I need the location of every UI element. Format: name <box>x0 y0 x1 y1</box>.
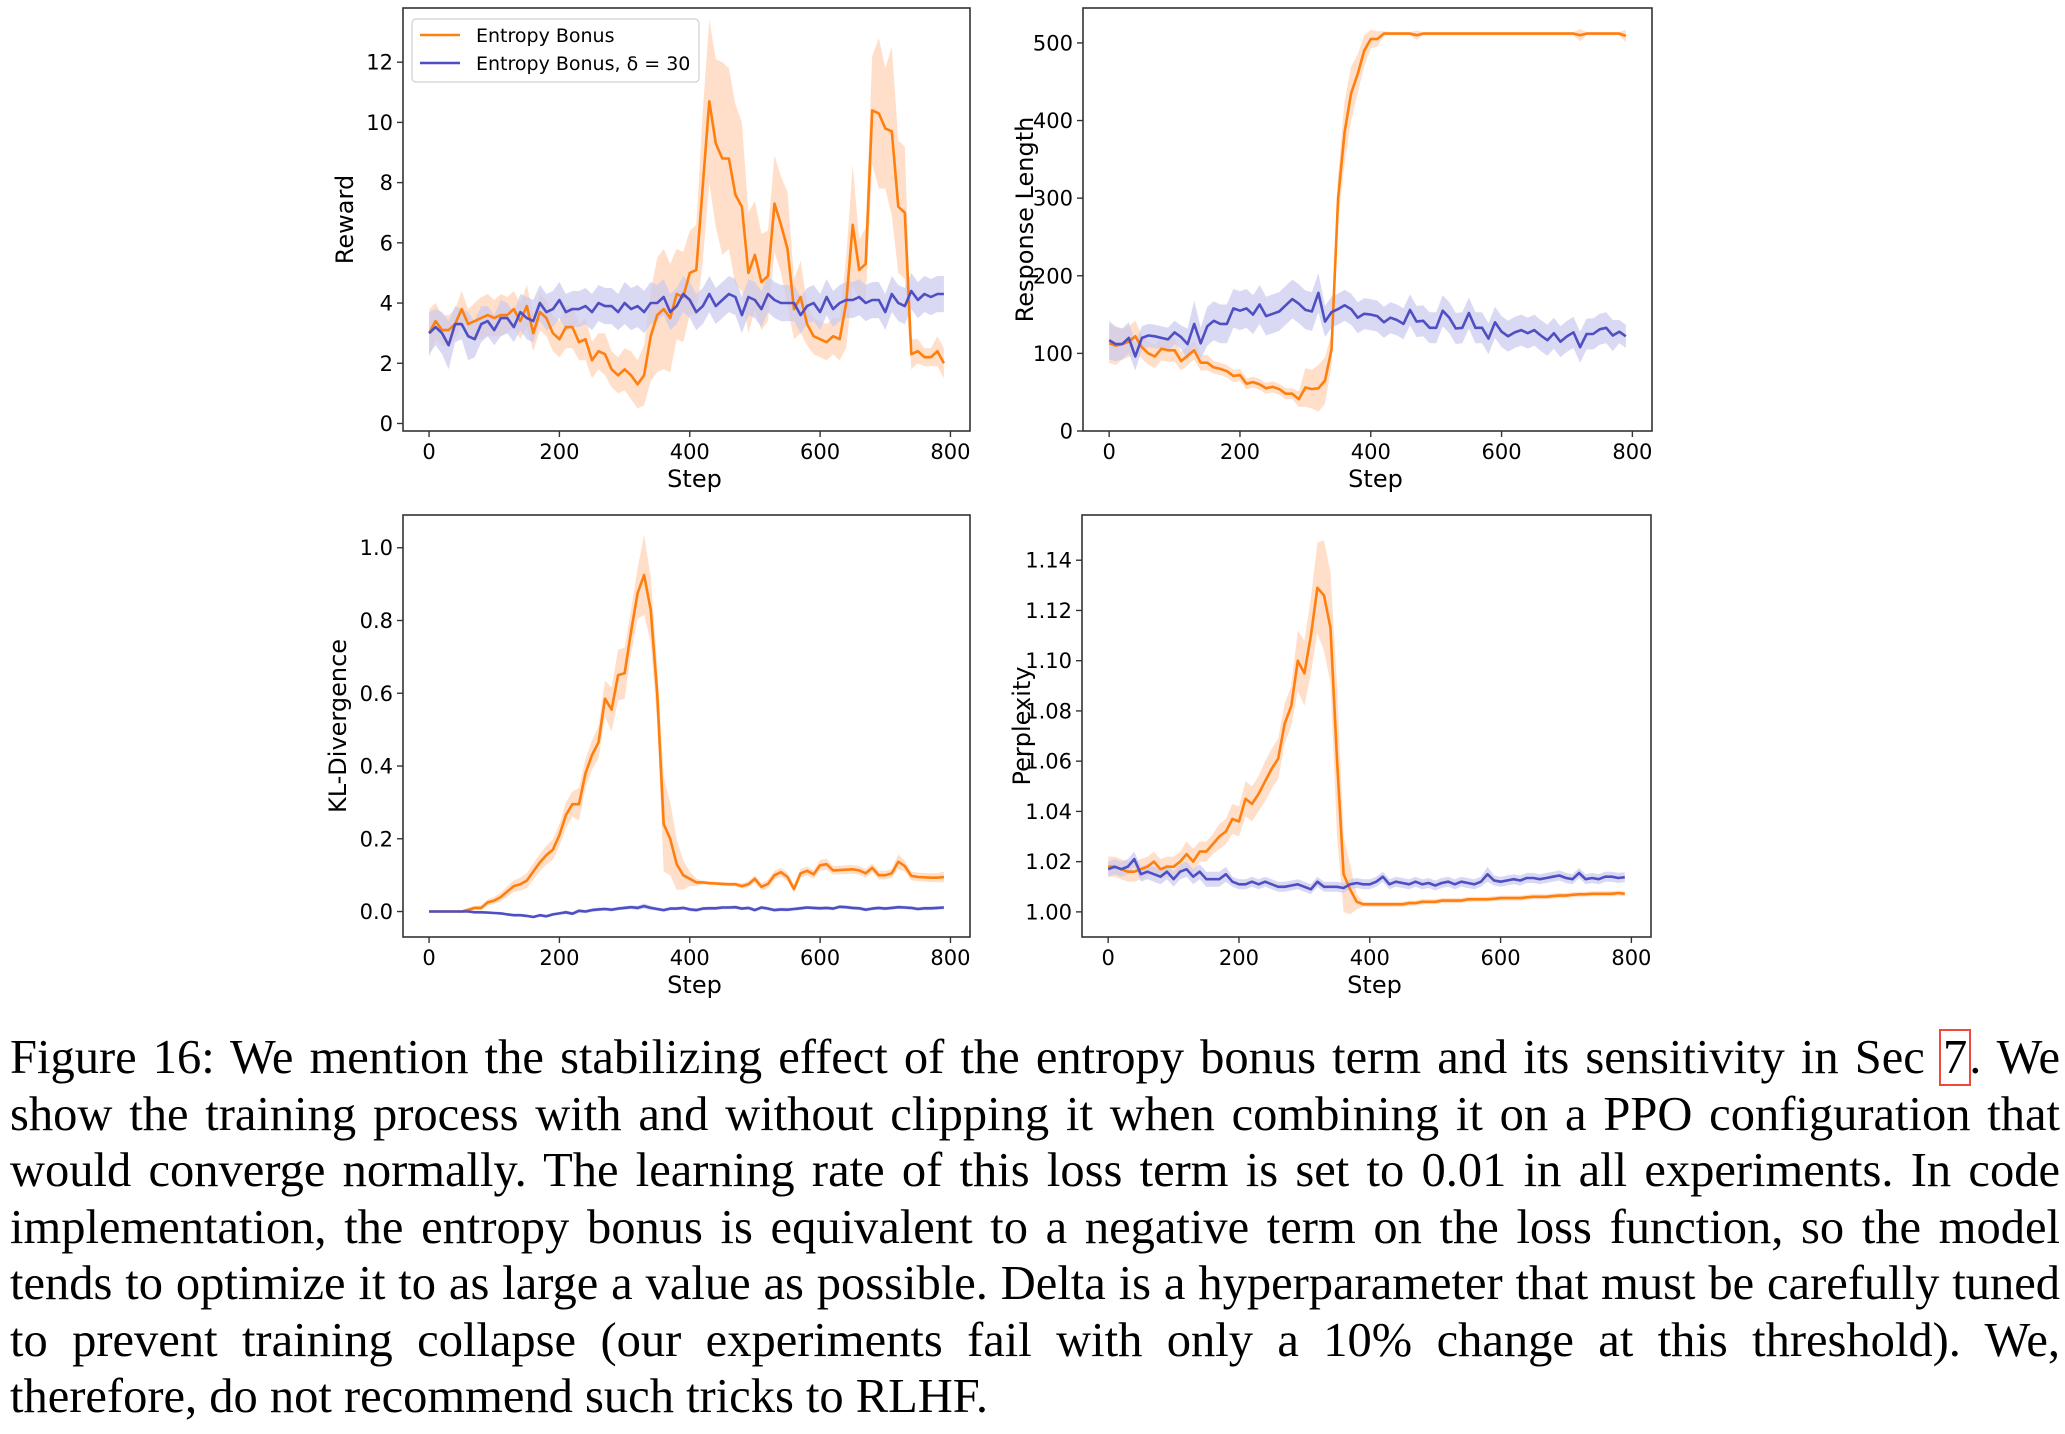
y-tick-label: 10 <box>366 111 393 135</box>
y-tick-label: 8 <box>380 171 393 195</box>
x-tick-label: 200 <box>1220 440 1260 464</box>
y-tick-label: 1.14 <box>1025 549 1072 573</box>
y-tick-label: 0.2 <box>360 827 393 851</box>
y-tick-label: 1.12 <box>1025 599 1072 623</box>
y-axis-label: KL-Divergence <box>324 639 352 813</box>
y-tick-label: 0.6 <box>360 682 393 706</box>
y-tick-label: 0.8 <box>360 609 393 633</box>
confidence-band-entropy-bonus-delta <box>1109 273 1626 371</box>
section-reference-link[interactable]: 7 <box>1938 1029 1972 1086</box>
y-tick-label: 300 <box>1033 187 1073 211</box>
plot-area <box>1108 29 1627 412</box>
y-tick-label: 1.08 <box>1025 699 1072 723</box>
legend-label: Entropy Bonus, δ = 30 <box>476 53 690 75</box>
y-tick-label: 6 <box>380 231 393 255</box>
y-tick-label: 0.0 <box>360 900 393 924</box>
y-tick-label: 1.00 <box>1025 900 1072 924</box>
series-line-entropy-bonus-delta <box>1108 291 1627 358</box>
x-tick-label: 0 <box>422 440 435 464</box>
series-line-entropy-bonus-delta <box>429 904 944 919</box>
y-tick-label: 4 <box>380 292 393 316</box>
x-tick-label: 600 <box>800 440 840 464</box>
x-axis-label: Step <box>1348 465 1403 493</box>
legend: Entropy Bonus Entropy Bonus, δ = 30 <box>411 18 700 83</box>
axes-frame <box>402 7 971 432</box>
y-tick-label: 1.10 <box>1025 649 1072 673</box>
y-tick-label: 1.04 <box>1025 800 1072 824</box>
y-tick-label: 0 <box>380 412 393 436</box>
x-tick-label: 600 <box>1481 946 1521 970</box>
x-tick-label: 600 <box>1482 440 1522 464</box>
y-tick-label: 2 <box>380 352 393 376</box>
y-tick-label: 500 <box>1033 31 1073 55</box>
x-tick-label: 0 <box>422 946 435 970</box>
y-axis-label: Perplexity <box>1008 667 1036 786</box>
axes-frame <box>1081 514 1652 938</box>
axes-frame <box>1082 7 1653 432</box>
x-tick-label: 200 <box>539 440 579 464</box>
series-line-entropy-bonus <box>1108 586 1625 906</box>
chart-kl_divergence: 0 200 400 600 800 0.0 0.2 0.4 0.6 0.8 1.0 Step KL-Di… <box>324 514 971 999</box>
series-line-entropy-bonus-delta <box>428 289 944 347</box>
x-axis-label: Step <box>667 971 722 999</box>
axes-frame <box>402 514 971 938</box>
legend-label: Entropy Bonus <box>476 25 615 47</box>
y-axis-label: Response Length <box>1011 117 1039 323</box>
series-line-entropy-bonus <box>1108 32 1627 401</box>
y-tick-label: 0 <box>1060 420 1073 444</box>
x-tick-label: 800 <box>1612 440 1652 464</box>
plot-area <box>1107 540 1625 915</box>
legend-box <box>411 18 700 83</box>
x-tick-label: 800 <box>930 440 970 464</box>
x-tick-label: 800 <box>930 946 970 970</box>
x-tick-label: 800 <box>1611 946 1651 970</box>
y-tick-label: 12 <box>366 51 393 75</box>
confidence-band-entropy-bonus <box>429 20 944 409</box>
y-tick-label: 1.02 <box>1025 850 1072 874</box>
y-tick-label: 1.06 <box>1025 750 1072 774</box>
confidence-band-entropy-bonus <box>429 535 944 913</box>
x-axis-label: Step <box>1347 971 1402 999</box>
chart-perplexity: 0 200 400 600 800 1.00 1.02 1.04 1.06 1.08 1.10 1.1… <box>1008 514 1652 999</box>
x-tick-label: 200 <box>539 946 579 970</box>
y-tick-label: 100 <box>1033 342 1073 366</box>
plot-area <box>429 535 945 919</box>
chart-response_length: 0 200 400 600 800 0 100 200 300 400 500 Step Respons… <box>1011 7 1653 493</box>
series-line-entropy-bonus <box>427 100 946 386</box>
y-axis-label: Reward <box>331 175 359 264</box>
figure: 0 200 400 600 800 0 2 4 6 8 10 12 Step Reward Entropy … <box>324 7 1653 999</box>
series-line-entropy-bonus-delta <box>1107 857 1625 891</box>
caption-prefix: Figure 16: We mention the stabilizing ef… <box>10 1031 1941 1084</box>
confidence-band-entropy-bonus-delta <box>429 272 944 370</box>
x-axis-label: Step <box>667 465 722 493</box>
x-tick-label: 0 <box>1102 440 1115 464</box>
chart-reward: 0 200 400 600 800 0 2 4 6 8 10 12 Step Reward Entropy … <box>331 7 971 493</box>
caption-body: . We show the training process with and … <box>10 1031 2061 1423</box>
figure-caption: Figure 16: We mention the stabilizing ef… <box>10 1029 2061 1426</box>
x-tick-label: 600 <box>800 946 840 970</box>
x-tick-label: 400 <box>1350 946 1390 970</box>
y-tick-label: 0.4 <box>360 755 393 779</box>
y-tick-label: 200 <box>1033 264 1073 288</box>
x-tick-label: 400 <box>1351 440 1391 464</box>
x-tick-label: 400 <box>670 946 710 970</box>
plot-area <box>427 20 946 409</box>
y-tick-label: 400 <box>1033 109 1073 133</box>
x-tick-label: 0 <box>1101 946 1114 970</box>
confidence-band-entropy-bonus-delta <box>429 903 944 919</box>
series-line-entropy-bonus <box>429 573 945 913</box>
y-tick-label: 1.0 <box>360 536 393 560</box>
x-tick-label: 200 <box>1219 946 1259 970</box>
confidence-band-entropy-bonus <box>1108 540 1625 915</box>
x-tick-label: 400 <box>670 440 710 464</box>
